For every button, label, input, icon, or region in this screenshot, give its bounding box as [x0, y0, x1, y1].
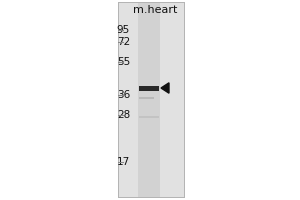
Text: 17: 17 [117, 157, 130, 167]
Text: 36: 36 [117, 90, 130, 100]
Text: 28: 28 [117, 110, 130, 120]
Polygon shape [161, 83, 169, 93]
Text: 72: 72 [117, 37, 130, 47]
Text: 55: 55 [117, 57, 130, 67]
Text: m.heart: m.heart [133, 5, 177, 15]
Text: 95: 95 [117, 25, 130, 35]
